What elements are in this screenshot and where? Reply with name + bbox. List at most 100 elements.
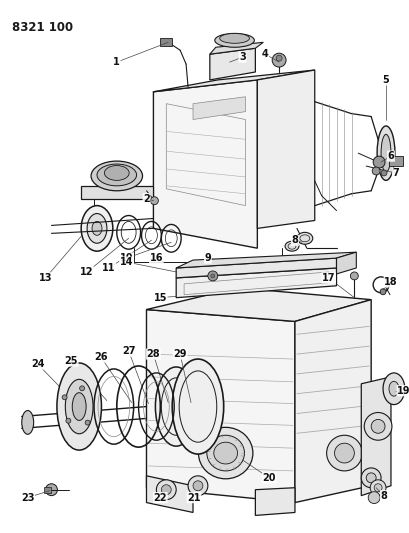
Ellipse shape [207,435,244,471]
Circle shape [85,420,90,425]
Circle shape [45,484,57,496]
Text: 6: 6 [387,151,393,161]
Text: 14: 14 [120,257,133,267]
Bar [388,156,402,166]
Text: 1: 1 [113,57,120,67]
Text: 23: 23 [21,492,34,503]
Text: 26: 26 [94,352,108,362]
Circle shape [79,386,84,391]
Ellipse shape [296,232,312,244]
Circle shape [62,395,67,400]
Circle shape [161,484,171,495]
Polygon shape [176,258,336,278]
Polygon shape [153,70,314,92]
Text: 3: 3 [238,52,245,62]
Circle shape [207,271,217,281]
Circle shape [350,272,357,280]
Text: 18: 18 [383,277,397,287]
Polygon shape [176,268,336,297]
Circle shape [360,468,380,488]
Ellipse shape [219,34,249,43]
Polygon shape [193,97,245,119]
Ellipse shape [65,379,93,434]
Polygon shape [294,300,370,503]
Text: 2: 2 [143,193,150,204]
Text: 17: 17 [321,273,335,283]
Ellipse shape [155,367,196,446]
Text: 20: 20 [262,473,275,483]
Text: 5: 5 [382,75,389,85]
Ellipse shape [382,373,404,405]
Polygon shape [146,288,370,321]
Polygon shape [146,310,294,503]
Text: 7: 7 [391,168,398,178]
Ellipse shape [198,427,252,479]
Ellipse shape [72,393,86,421]
Circle shape [188,476,207,496]
Text: 19: 19 [396,386,409,395]
Polygon shape [336,252,355,274]
Bar [160,38,172,46]
Ellipse shape [376,126,394,180]
Polygon shape [360,377,390,496]
Ellipse shape [92,222,102,236]
Polygon shape [209,49,255,80]
Polygon shape [146,476,193,512]
Polygon shape [209,42,263,54]
Circle shape [334,443,353,463]
Ellipse shape [81,206,112,251]
Text: 13: 13 [39,273,52,283]
Ellipse shape [104,166,129,180]
Circle shape [193,481,202,491]
Circle shape [380,170,386,176]
Ellipse shape [380,134,390,172]
Text: 28: 28 [146,349,160,359]
Text: 21: 21 [187,492,200,503]
Circle shape [270,266,282,278]
Ellipse shape [87,214,107,243]
Text: 27: 27 [121,346,135,356]
Text: 25: 25 [64,356,78,366]
Ellipse shape [22,410,34,434]
Bar [43,487,52,492]
Text: 4: 4 [261,49,268,59]
Text: 12: 12 [80,267,94,277]
Text: 15: 15 [153,293,167,303]
Circle shape [370,419,384,433]
Text: 10: 10 [120,253,133,263]
Text: 24: 24 [31,359,44,369]
Circle shape [369,480,385,496]
Circle shape [371,167,379,175]
Ellipse shape [57,363,101,450]
Polygon shape [176,252,355,268]
Circle shape [272,53,285,67]
Circle shape [276,55,281,61]
Polygon shape [257,70,314,229]
Text: 11: 11 [102,263,115,273]
Ellipse shape [97,164,136,186]
Text: 8: 8 [380,491,387,500]
Circle shape [372,156,384,168]
Circle shape [373,484,381,491]
Circle shape [66,418,71,423]
Ellipse shape [172,359,223,454]
Ellipse shape [284,241,298,251]
Ellipse shape [213,442,237,464]
Circle shape [89,208,99,217]
Text: 16: 16 [149,253,163,263]
Text: 29: 29 [173,349,187,359]
Circle shape [210,274,214,278]
Circle shape [379,289,385,295]
Circle shape [326,435,362,471]
Polygon shape [255,488,294,515]
Polygon shape [153,80,257,248]
Ellipse shape [91,161,142,191]
Ellipse shape [214,34,254,47]
Circle shape [365,473,375,483]
Polygon shape [81,186,153,199]
Text: 8321 100: 8321 100 [12,21,73,34]
Circle shape [156,480,176,499]
Text: 22: 22 [153,492,167,503]
Ellipse shape [388,381,398,396]
Circle shape [367,491,379,504]
